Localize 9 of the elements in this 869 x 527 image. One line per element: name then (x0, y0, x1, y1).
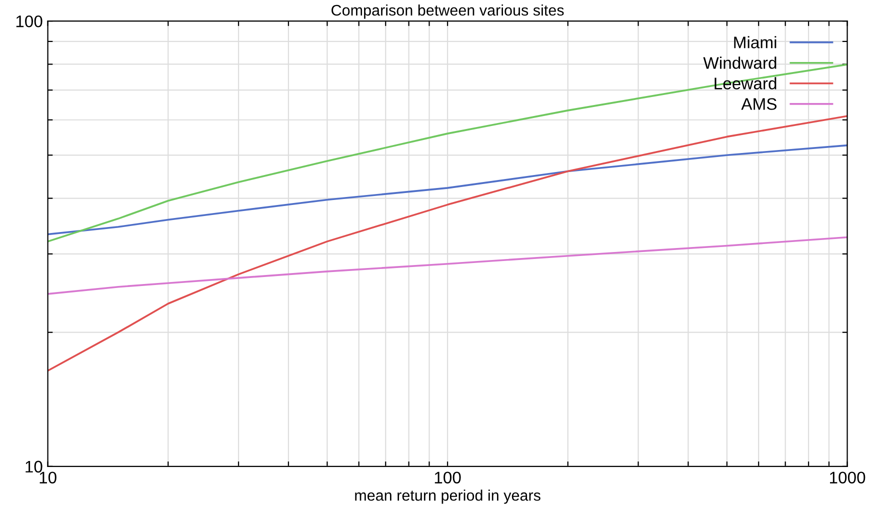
x-tick-label: 100 (434, 472, 461, 484)
legend-label: Windward (703, 56, 776, 69)
x-axis-title: mean return period in years (355, 490, 540, 504)
x-tick-label: 10 (40, 472, 56, 484)
legend-label: AMS (741, 98, 777, 110)
chart-title: Comparison between various sites (332, 4, 564, 19)
legend-label: Miami (734, 36, 776, 48)
x-tick-label: 1000 (830, 472, 866, 484)
legend-label: Leeward (714, 77, 776, 90)
